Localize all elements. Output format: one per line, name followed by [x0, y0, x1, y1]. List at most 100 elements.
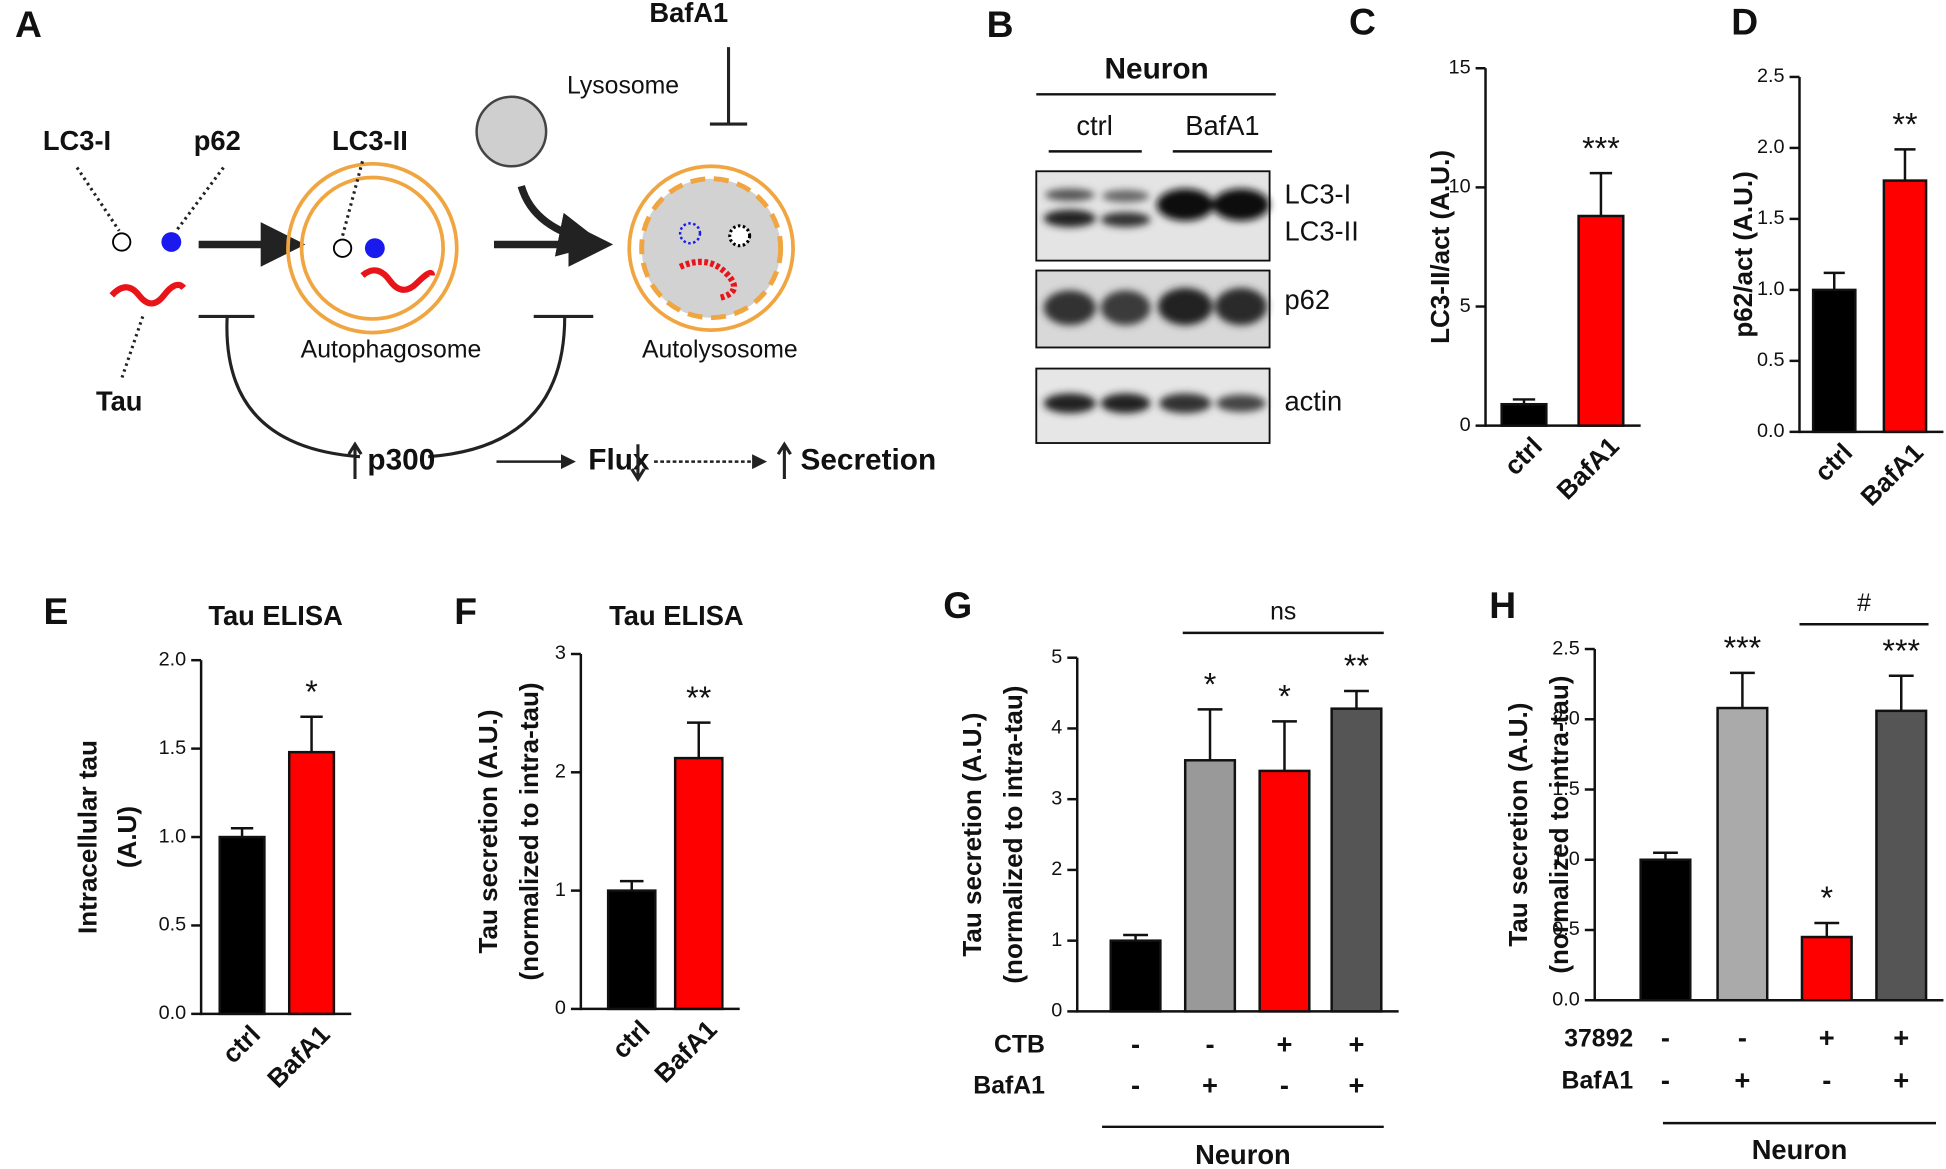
y-tick-label: 0.5	[1757, 349, 1785, 371]
tau-icon	[109, 281, 187, 307]
bar	[1716, 706, 1769, 1002]
condition-sign: +	[1348, 1028, 1364, 1059]
bar	[287, 750, 336, 1016]
panel-label: C	[1349, 1, 1376, 43]
lysosome-icon	[475, 95, 548, 168]
row-label: LC3-II	[1284, 216, 1358, 247]
p62-icon	[364, 238, 385, 259]
condition-sign: -	[1280, 1069, 1289, 1100]
condition-sign: -	[1738, 1022, 1747, 1053]
panel-label: H	[1489, 584, 1516, 626]
band	[1044, 188, 1095, 202]
y-axis-label: Tau secretion (A.U.)	[473, 709, 503, 953]
y-tick-label: 10	[1449, 176, 1471, 198]
y-tick-label: 0.0	[1552, 988, 1580, 1010]
condition-sign: +	[1819, 1022, 1835, 1053]
y-axis-label: (A.U)	[112, 806, 142, 868]
x-tick-label: BafA1	[1550, 431, 1624, 505]
tau-icon	[360, 267, 436, 293]
bracket-label: ns	[1270, 599, 1296, 626]
y-tick-label: 2	[555, 761, 566, 783]
y-tick-label: 0.0	[1757, 420, 1785, 442]
condition-label: 37892	[1564, 1025, 1633, 1052]
chart-title: Tau ELISA	[208, 600, 342, 631]
bar	[1577, 214, 1625, 427]
y-axis-label: Intracellular tau	[72, 740, 102, 934]
lc3-icon	[112, 232, 132, 252]
condition-label: CTB	[994, 1032, 1045, 1059]
y-tick-label: 3	[555, 642, 566, 664]
label: Flux	[588, 444, 650, 477]
y-tick-label: 2.0	[1552, 708, 1580, 730]
x-tick-label: BafA1	[1855, 437, 1929, 511]
up-arrow	[347, 441, 363, 480]
y-tick-label: 0	[1051, 1000, 1062, 1022]
label: Tau	[96, 386, 143, 417]
y-tick-label: 2.0	[1757, 136, 1785, 158]
x-tick-label: BafA1	[261, 1019, 335, 1093]
significance: **	[686, 680, 712, 716]
y-tick-label: 0.0	[159, 1002, 187, 1024]
y-tick-label: 1.0	[1552, 848, 1580, 870]
significance: ***	[1582, 130, 1620, 166]
significance: *	[1204, 667, 1217, 703]
y-tick-label: 5	[1051, 646, 1062, 668]
row-label: p62	[1284, 284, 1330, 315]
down-arrow	[630, 444, 646, 482]
y-tick-label: 0.5	[1552, 918, 1580, 940]
inhibitor	[709, 47, 748, 126]
condition-sign: +	[1202, 1069, 1218, 1100]
significance: **	[1344, 648, 1370, 684]
y-tick-label: 3	[1051, 787, 1062, 809]
y-tick-label: 1.5	[159, 737, 187, 759]
band	[1100, 290, 1151, 326]
y-tick-label: 1.0	[159, 825, 187, 847]
western-blot: B Neuron ctrl BafA1 LC3-I LC3-II p62 act…	[987, 3, 1359, 444]
y-axis-label: LC3-II/act (A.U.)	[1425, 150, 1455, 344]
bar	[673, 756, 724, 1011]
group-label: ctrl	[1076, 110, 1112, 141]
row-label: LC3-I	[1284, 178, 1351, 209]
chart-title: Tau ELISA	[609, 600, 743, 631]
y-tick-label: 15	[1449, 57, 1471, 79]
row-label: actin	[1284, 386, 1342, 417]
condition-sign: -	[1822, 1064, 1831, 1095]
significance: *	[1278, 679, 1291, 715]
pointer	[120, 315, 145, 379]
pointer	[341, 160, 364, 237]
band	[1156, 188, 1214, 221]
pointer	[75, 166, 121, 232]
diagram: A LC3-I p62 Tau LC3-II Autophagosome Lys…	[15, 0, 936, 482]
y-axis-label: (normalized to intra-tau)	[998, 686, 1028, 984]
y-tick-label: 1	[555, 879, 566, 901]
arrow	[517, 185, 604, 257]
y-tick-label: 1.5	[1757, 207, 1785, 229]
bar	[1800, 935, 1853, 1002]
band	[1214, 287, 1268, 326]
bar	[1811, 288, 1857, 434]
p62-icon	[161, 232, 182, 252]
panel-label: B	[987, 3, 1014, 45]
y-tick-label: 2.5	[1757, 65, 1785, 87]
label: p62	[194, 125, 241, 156]
panel-label: E	[44, 590, 69, 632]
significance: ***	[1882, 633, 1920, 669]
y-tick-label: 0	[555, 997, 566, 1019]
x-tick-label: ctrl	[216, 1019, 266, 1069]
condition-sign: +	[1893, 1022, 1909, 1053]
bar	[1109, 939, 1162, 1013]
condition-sign: -	[1661, 1064, 1670, 1095]
feedback	[198, 314, 594, 459]
band	[1159, 393, 1212, 414]
band	[1216, 394, 1266, 413]
condition-sign: +	[1893, 1064, 1909, 1095]
p62-icon	[678, 222, 702, 245]
label: p300	[367, 444, 435, 477]
bar	[1875, 709, 1928, 1002]
label: Lysosome	[567, 72, 679, 99]
y-axis-label: (normalized to intra-tau)	[1544, 676, 1574, 974]
panel-label: A	[15, 3, 42, 45]
significance: **	[1892, 107, 1918, 143]
